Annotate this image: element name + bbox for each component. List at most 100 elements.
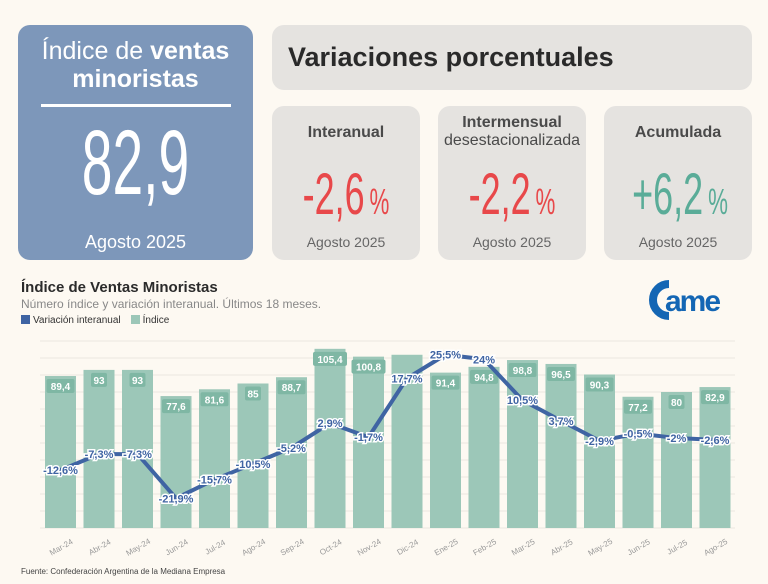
line-label: -10,5% [236,459,271,471]
bar-label-bg [313,351,347,366]
bar-label: 105,4 [317,355,342,366]
bar [122,369,153,528]
card-value: +6,2% [632,162,728,227]
bar [468,366,500,528]
bar-label: 82,9 [705,393,725,404]
chart-area: 89,4 93 93 77,6 81,6 85 88,7 105,4 100,8 91,4 94,8… [40,340,735,558]
svg-text:ame: ame [665,285,720,318]
bar-label: 80 [671,398,683,409]
line-label: -21,9% [159,493,194,505]
x-tick-label: Abr-24 [87,537,113,557]
line-point [597,438,602,444]
line-point [481,356,487,362]
bar [507,360,538,528]
bar [314,348,346,528]
chart-source: Fuente: Confederación Argentina de la Me… [21,567,226,576]
x-tick-label: Abr-25 [549,537,575,557]
line-label: -7,3% [123,449,152,461]
bar-label-bg [624,399,652,414]
bar [699,387,731,528]
line-point [173,495,179,501]
line-point [443,352,448,358]
card-value: -2,6% [302,162,390,227]
line-label: -2,6% [701,435,730,447]
line-point [674,435,679,441]
line-label: -0,5% [624,429,653,441]
line-point [58,467,63,473]
bar [45,376,76,528]
chart-legend: Variación interanual Índice [21,315,169,326]
line-point [520,397,525,403]
bar-label-bg [668,395,685,409]
bar [353,356,384,528]
x-tick-label: Jun-24 [164,537,190,557]
bar [622,396,654,528]
line-point [635,431,641,437]
bar [199,389,230,528]
bar-label: 93 [132,376,144,387]
variations-heading: Variaciones porcentuales [272,25,752,90]
bar-label: 81,6 [205,395,225,406]
x-tick-label: Jul-25 [666,538,690,557]
bar-label-bg [701,390,729,405]
line-label: -2,9% [585,436,614,448]
bar-label: 91,4 [436,379,456,390]
x-tick-label: May-25 [586,536,614,557]
bar-label-bg [245,386,261,401]
bar-label-bg [46,379,75,394]
card-value: -2,2% [468,162,556,227]
chart-subtitle: Número índice y variación interanual. Úl… [21,297,322,311]
line-point [404,375,410,381]
bar-label: 88,7 [282,383,302,394]
card-date: Agosto 2025 [306,234,386,250]
line-label: 2,9% [317,418,342,430]
acumulada-card: Acumulada +6,2% Agosto 2025 [604,106,752,260]
bar-label: 90,3 [590,380,610,391]
bar-label: 98,8 [513,366,533,377]
card-title: Acumulada [634,124,722,141]
bar-label-bg [585,377,614,392]
bar [237,383,269,528]
bar [391,354,423,528]
line-label: 10,5% [507,395,538,407]
line-label: 17,7% [391,373,422,385]
intermensual-card: Intermensual desestacionalizada -2,2% Ago… [438,106,586,260]
x-tick-label: Jun-25 [626,537,652,557]
card-date: Agosto 2025 [472,234,552,250]
main-index-value: 82,9 [81,112,190,214]
interanual-card: Interanual -2,6% Agosto 2025 [272,106,420,260]
bar-label-bg [200,392,229,407]
line-label: -2% [667,433,687,445]
line-label: -15,7% [197,475,232,487]
came-logo: ame [649,280,722,320]
divider [41,104,231,107]
bar-label-bg [508,363,537,378]
bar-label: 85 [247,390,259,401]
bar [545,363,577,528]
bar-label-bg [431,375,460,390]
line-label: -7,3% [85,449,114,461]
x-tick-label: Feb-25 [472,537,499,558]
x-tick-label: Nov-24 [356,537,383,558]
line-label: -5,2% [277,443,306,455]
x-tick-label: Oct-24 [318,537,344,557]
bar-label: 93 [93,376,105,387]
bar [584,374,615,528]
line-point [558,418,564,424]
line-point [212,477,217,483]
x-tick-label: Ago-24 [240,537,267,558]
variation-line [59,352,716,501]
card-date: Agosto 2025 [638,234,718,250]
bar-label-bg [351,359,386,374]
bar-label: 94,8 [474,373,494,384]
legend-item-variacion: Variación interanual [21,315,121,326]
legend-item-indice: Índice [130,315,169,326]
card-title: Intermensual desestacionalizada [443,114,581,149]
bar [83,369,115,528]
bar-label-bg [162,399,190,414]
bar-label-bg [470,369,498,384]
bar-label: 89,4 [51,382,71,393]
line-label: -1,7% [354,432,383,444]
x-tick-label: Jul-24 [204,538,228,557]
x-tick-label: Mar-24 [48,537,75,558]
